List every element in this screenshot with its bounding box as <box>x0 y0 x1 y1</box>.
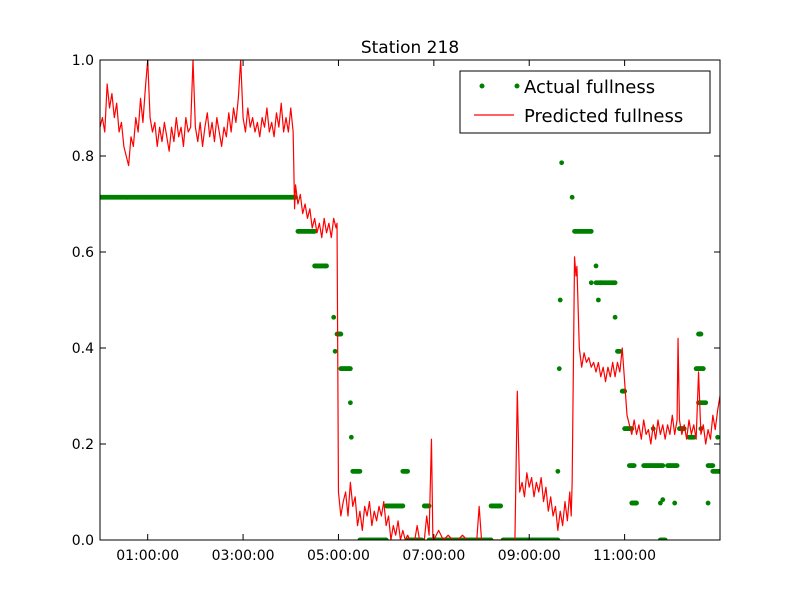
data-point-actual <box>588 228 594 234</box>
y-tick-label: 0.8 <box>72 149 94 165</box>
data-point-actual <box>569 194 575 200</box>
y-tick-label: 0.6 <box>72 245 94 261</box>
data-point-actual <box>400 503 406 509</box>
data-point-actual <box>657 500 663 506</box>
data-point-actual <box>338 331 344 337</box>
x-tick-label: 05:00:00 <box>307 548 370 564</box>
data-point-actual <box>612 314 618 320</box>
data-point-actual <box>593 263 599 269</box>
data-point-actual <box>331 314 337 320</box>
data-point-actual <box>717 468 720 474</box>
y-tick-label: 1.0 <box>72 53 94 69</box>
x-tick-label: 11:00:00 <box>593 548 656 564</box>
series-predicted-fullness-line <box>100 60 720 540</box>
data-point-actual <box>498 503 504 509</box>
data-point-actual <box>674 463 680 468</box>
data-point-actual <box>703 400 709 406</box>
data-point-actual <box>332 348 338 354</box>
data-point-actual <box>555 537 561 540</box>
legend-marker-actual <box>514 83 520 89</box>
data-point-actual <box>309 228 315 234</box>
data-point-actual <box>660 497 666 503</box>
legend-marker-actual <box>479 83 485 89</box>
data-point-actual <box>700 366 706 372</box>
series-layer <box>100 60 720 540</box>
data-point-actual <box>556 366 562 372</box>
x-tick-label: 03:00:00 <box>212 548 275 564</box>
x-tick-label: 01:00:00 <box>116 548 179 564</box>
data-point-actual <box>660 463 666 468</box>
data-point-actual <box>405 468 411 474</box>
data-point-actual <box>595 297 601 303</box>
data-point-actual <box>324 263 329 269</box>
legend-label-actual: Actual fullness <box>524 77 655 98</box>
data-point-actual <box>631 463 637 468</box>
data-point-actual <box>555 468 561 474</box>
data-point-actual <box>715 434 720 440</box>
data-point-actual <box>347 400 353 406</box>
data-point-actual <box>588 280 594 286</box>
data-point-actual <box>612 280 618 286</box>
data-point-actual <box>710 463 716 468</box>
plot-frame <box>99 59 721 541</box>
data-point-actual <box>698 331 704 337</box>
x-tick-label: 07:00:00 <box>402 548 465 564</box>
data-point-actual <box>347 366 353 372</box>
data-point-actual <box>705 500 711 506</box>
data-point-actual <box>662 537 668 540</box>
data-point-actual <box>691 434 697 440</box>
y-tick-label: 0.2 <box>72 437 94 453</box>
y-tick-label: 0.4 <box>72 341 94 357</box>
data-point-actual <box>559 160 565 166</box>
legend: Actual fullness Predicted fullness <box>459 70 711 134</box>
data-point-actual <box>383 537 389 540</box>
ticks-layer: 01:00:00 03:00:00 05:00:00 07:00:00 09:00:00… <box>72 53 720 564</box>
series-actual-fullness <box>100 160 720 540</box>
data-point-actual <box>617 348 623 354</box>
legend-label-predicted: Predicted fullness <box>524 106 683 127</box>
data-point-actual <box>557 297 563 303</box>
data-point-actual <box>426 503 432 509</box>
data-point-actual <box>672 500 678 506</box>
chart-title: Station 218 <box>361 38 459 58</box>
x-tick-label: 09:00:00 <box>498 548 561 564</box>
legend-box <box>459 70 711 134</box>
data-point-actual <box>357 468 363 474</box>
data-point-actual <box>348 434 354 440</box>
y-tick-label: 0.0 <box>72 533 94 549</box>
data-point-actual <box>634 500 639 506</box>
